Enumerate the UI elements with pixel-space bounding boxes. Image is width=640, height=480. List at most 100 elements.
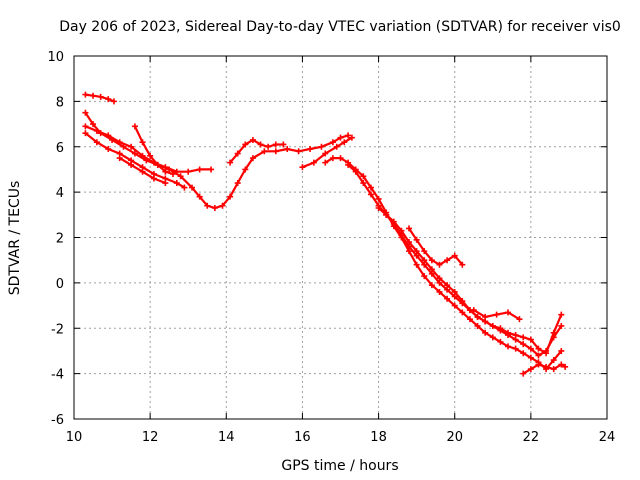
data-point [428,282,435,289]
data-point [451,302,458,309]
data-point [82,109,89,116]
data-point [154,161,161,168]
data-point [383,211,390,218]
data-point [185,168,192,175]
data-point [421,273,428,280]
data-point [406,225,413,232]
data-point [219,202,226,209]
data-point [413,261,420,268]
data-point [105,96,112,103]
data-point [234,150,241,157]
data-point [82,123,89,130]
series-line [377,206,563,355]
x-tick-label: 10 [66,430,83,445]
y-tick-label: -6 [51,413,64,428]
data-point [558,311,565,318]
data-point [474,322,481,329]
data-point [162,180,169,187]
series-sat-f [116,155,169,187]
data-point [413,248,420,255]
data-point [181,184,188,191]
data-point [482,329,489,336]
data-series [82,91,569,377]
data-point [398,227,405,234]
data-point [527,354,534,361]
data-point [242,166,249,173]
x-tick-label: 24 [599,430,616,445]
data-point [470,307,477,314]
data-point [196,166,203,173]
data-point [93,139,100,146]
data-point [474,313,481,320]
data-point [489,334,496,341]
data-point [147,152,154,159]
data-point [310,159,317,166]
series-line [84,111,350,210]
data-point [436,261,443,268]
data-point [139,152,146,159]
data-point [413,236,420,243]
data-point [97,93,104,100]
data-point [459,309,466,316]
data-point [333,143,340,150]
data-point [516,316,523,323]
data-point [128,143,135,150]
data-point [211,205,218,212]
series-sat-k [375,205,565,357]
data-point [558,322,565,329]
data-point [139,139,146,146]
data-point [535,361,542,368]
data-point [139,168,146,175]
data-point [261,148,268,155]
data-point [375,205,382,212]
data-point [360,180,367,187]
data-point [406,239,413,246]
data-point [341,139,348,146]
series-line [84,125,213,173]
data-point [390,218,397,225]
data-point [558,361,565,368]
series-sat-m [470,307,523,323]
x-axis-label: GPS time / hours [281,458,398,474]
chart-title: Day 206 of 2023, Sidereal Day-to-day VTE… [59,19,621,35]
data-point [428,266,435,273]
data-point [345,161,352,168]
data-point [493,311,500,318]
data-point [360,173,367,180]
data-point [280,141,287,148]
series-sat-l [406,225,466,268]
data-point [110,98,117,105]
y-tick-label: -2 [51,322,64,337]
data-point [322,150,329,157]
series-line [84,132,186,189]
data-point [520,370,527,377]
data-point [150,175,157,182]
data-point [459,261,466,268]
series-sat-d [82,130,188,191]
data-point [318,143,325,150]
data-point [105,146,112,153]
data-point [337,134,344,141]
series-sat-c [82,123,215,175]
data-point [204,202,211,209]
data-point [497,338,504,345]
data-point [558,347,565,354]
data-point [272,148,279,155]
data-point [444,295,451,302]
x-tick-label: 22 [523,430,540,445]
data-point [90,92,97,99]
data-point [550,357,557,364]
data-point [105,132,112,139]
data-point [550,366,557,373]
data-point [90,121,97,128]
x-tick-label: 12 [142,430,159,445]
x-tick-label: 14 [218,430,235,445]
data-point [173,168,180,175]
x-tick-label: 18 [370,430,387,445]
data-point [451,288,458,295]
y-tick-label: -4 [51,368,64,383]
data-point [234,180,241,187]
data-point [421,248,428,255]
data-point [322,159,329,166]
